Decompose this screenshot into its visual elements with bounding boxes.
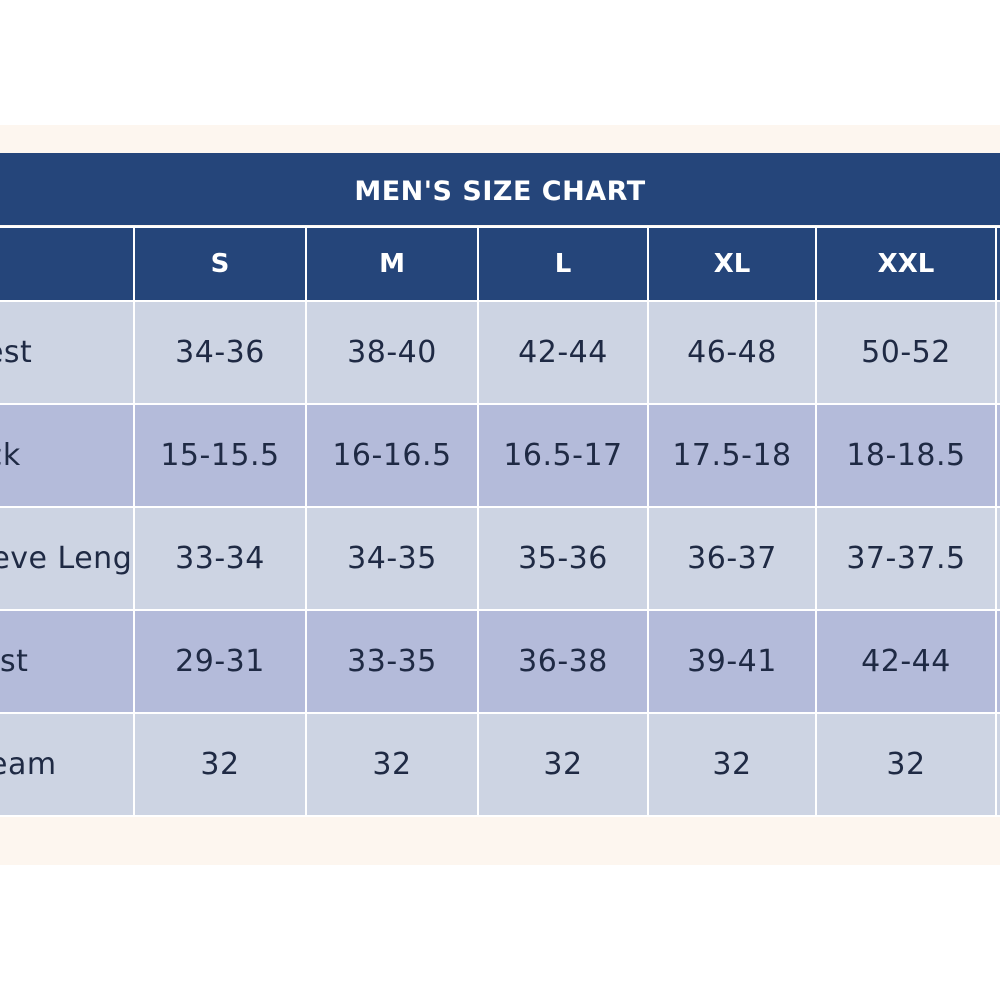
- row-label-waist: Waist: [0, 609, 135, 714]
- table-cell: 17.5-18: [647, 403, 817, 508]
- table-row-inseam: Inseam 32 32 32 32 32: [0, 712, 1000, 817]
- row-label-sleeve-length: Sleeve Length: [0, 506, 135, 611]
- table-cell: 16.5-17: [477, 403, 649, 508]
- table-cell: 32: [477, 712, 649, 817]
- table-cell: 32: [133, 712, 307, 817]
- table-cell: 37-37.5: [815, 506, 997, 611]
- size-chart-title: MEN'S SIZE CHART: [354, 175, 646, 207]
- header-size-m: M: [305, 226, 479, 302]
- table-cell: 42-44: [815, 609, 997, 714]
- table-cell: 36-38: [477, 609, 649, 714]
- table-cell-empty: [995, 506, 1000, 611]
- table-cell: 18-18.5: [815, 403, 997, 508]
- header-size-s: S: [133, 226, 307, 302]
- size-chart-title-bar: MEN'S SIZE CHART: [0, 153, 1000, 225]
- header-row: S M L XL XXL: [0, 226, 1000, 302]
- table-cell: 32: [305, 712, 479, 817]
- table-cell-empty: [995, 609, 1000, 714]
- header-size-l: L: [477, 226, 649, 302]
- table-cell: 34-35: [305, 506, 479, 611]
- table-cell: 50-52: [815, 300, 997, 405]
- row-label-neck: Neck: [0, 403, 135, 508]
- table-cell: 33-34: [133, 506, 307, 611]
- table-row-sleeve-length: Sleeve Length 33-34 34-35 35-36 36-37 37…: [0, 506, 1000, 611]
- table-row-chest: Chest 34-36 38-40 42-44 46-48 50-52: [0, 300, 1000, 405]
- table-cell: 33-35: [305, 609, 479, 714]
- header-size-xl: XL: [647, 226, 817, 302]
- table-cell: 34-36: [133, 300, 307, 405]
- size-chart: MEN'S SIZE CHART S M L XL XXL Chest 34-3…: [0, 153, 1000, 817]
- table-cell: 39-41: [647, 609, 817, 714]
- row-label-chest: Chest: [0, 300, 135, 405]
- table-cell-empty: [995, 403, 1000, 508]
- table-cell: 32: [647, 712, 817, 817]
- table-cell: 42-44: [477, 300, 649, 405]
- table-cell: 46-48: [647, 300, 817, 405]
- table-cell: 35-36: [477, 506, 649, 611]
- table-cell: 15-15.5: [133, 403, 307, 508]
- size-table: S M L XL XXL Chest 34-36 38-40 42-44 46-…: [0, 226, 1000, 817]
- row-label-inseam: Inseam: [0, 712, 135, 817]
- table-cell: 32: [815, 712, 997, 817]
- table-cell-empty: [995, 300, 1000, 405]
- header-extra-cell: [995, 226, 1000, 302]
- table-cell: 36-37: [647, 506, 817, 611]
- table-row-waist: Waist 29-31 33-35 36-38 39-41 42-44: [0, 609, 1000, 714]
- table-row-neck: Neck 15-15.5 16-16.5 16.5-17 17.5-18 18-…: [0, 403, 1000, 508]
- table-cell: 16-16.5: [305, 403, 479, 508]
- header-corner-cell: [0, 226, 135, 302]
- table-cell: 38-40: [305, 300, 479, 405]
- header-size-xxl: XXL: [815, 226, 997, 302]
- table-cell-empty: [995, 712, 1000, 817]
- table-cell: 29-31: [133, 609, 307, 714]
